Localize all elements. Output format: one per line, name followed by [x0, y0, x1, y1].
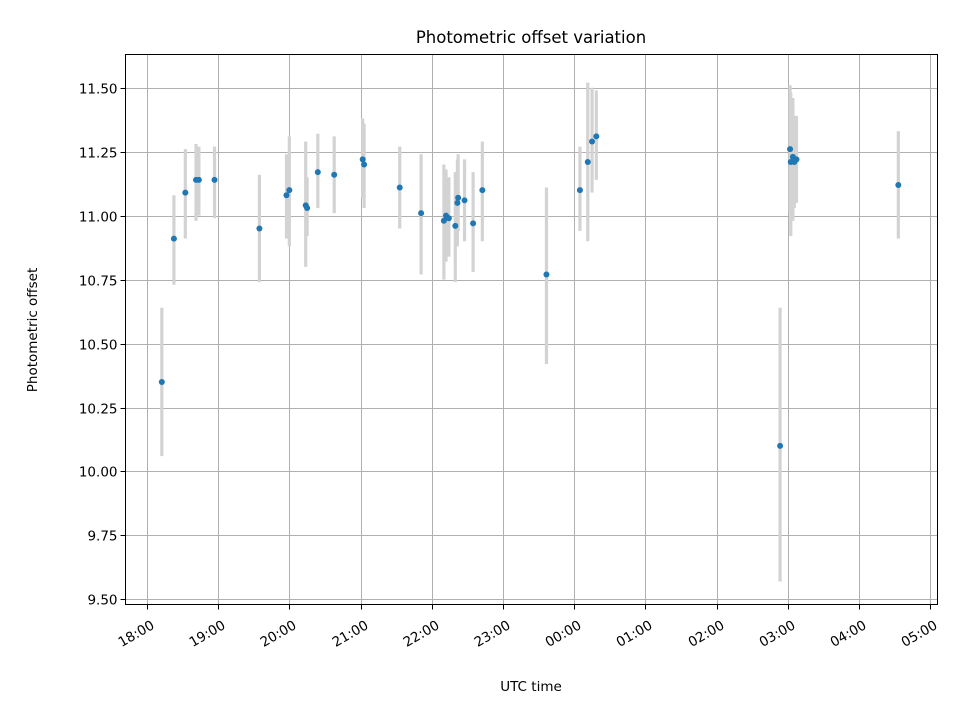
- y-axis-label: Photometric offset: [25, 268, 41, 392]
- data-point: [361, 161, 368, 168]
- data-point: [576, 187, 583, 194]
- data-point: [314, 169, 321, 176]
- data-point: [158, 378, 165, 385]
- data-point: [895, 181, 902, 188]
- data-point: [211, 176, 218, 183]
- y-tick-label: 10.25: [79, 402, 118, 418]
- y-tick-label: 9.50: [87, 593, 117, 609]
- y-tick-label: 11.00: [79, 210, 118, 226]
- data-point: [170, 235, 177, 242]
- data-point: [195, 176, 202, 183]
- data-point: [543, 271, 550, 278]
- data-point: [777, 442, 784, 449]
- data-point: [479, 187, 486, 194]
- data-point: [331, 171, 338, 178]
- y-tick-label: 11.50: [79, 82, 118, 98]
- data-point: [584, 158, 591, 165]
- plot-frame: [125, 54, 938, 605]
- data-point: [455, 194, 462, 201]
- data-point: [470, 220, 477, 227]
- y-tick-label: 10.75: [79, 274, 118, 290]
- data-point: [793, 156, 800, 163]
- data-point: [256, 225, 263, 232]
- data-point: [452, 222, 459, 229]
- data-point: [304, 204, 311, 211]
- data-point: [359, 156, 366, 163]
- y-tick-label: 9.75: [87, 529, 117, 545]
- data-point: [418, 210, 425, 217]
- data-point: [593, 133, 600, 140]
- y-tick-label: 11.25: [79, 146, 118, 162]
- y-tick-label: 10.00: [79, 465, 118, 481]
- data-point: [787, 146, 794, 153]
- x-axis-label: UTC time: [500, 679, 562, 695]
- chart-title: Photometric offset variation: [416, 28, 646, 47]
- data-point: [589, 138, 596, 145]
- data-point: [286, 187, 293, 194]
- data-point: [440, 217, 447, 224]
- data-point: [461, 197, 468, 204]
- data-point: [445, 215, 452, 222]
- y-axis: 9.50 9.75 10.00 10.25 10.50 10.75 11.00 11.25 11…: [79, 82, 126, 609]
- data-point: [454, 199, 461, 206]
- data-points: [158, 133, 902, 449]
- data-point: [283, 192, 290, 199]
- data-point: [182, 189, 189, 196]
- data-point: [396, 184, 403, 191]
- y-tick-label: 10.50: [79, 338, 118, 354]
